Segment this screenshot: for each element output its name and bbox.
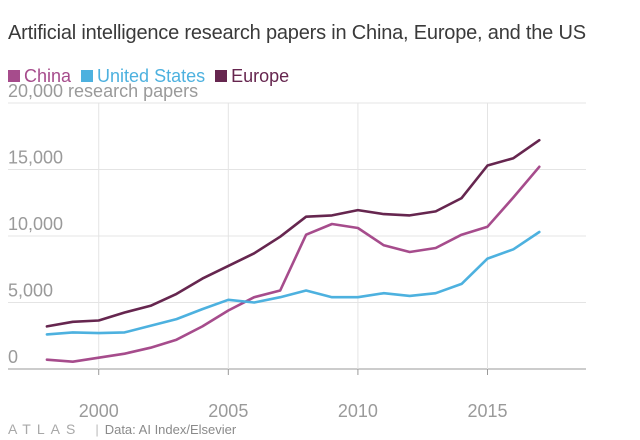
legend-label-europe: Europe bbox=[231, 66, 290, 86]
y-tick-label-5000: 5,000 bbox=[8, 281, 53, 301]
legend: China United States Europe bbox=[8, 66, 299, 86]
legend-item-china: China bbox=[8, 66, 71, 86]
atlas-logo: ATLAS bbox=[8, 421, 82, 437]
x-tick-label-2000: 2000 bbox=[79, 401, 119, 421]
x-tick-label-2015: 2015 bbox=[467, 401, 507, 421]
chart-title: Artificial intelligence research papers … bbox=[8, 22, 586, 44]
x-tick-label-2005: 2005 bbox=[208, 401, 248, 421]
legend-label-china: China bbox=[24, 66, 72, 86]
legend-swatch-united-states bbox=[81, 70, 94, 82]
series-line-europe bbox=[45, 138, 541, 328]
series-line-united-states bbox=[45, 230, 541, 336]
footer-separator: | bbox=[95, 421, 99, 437]
legend-item-europe: Europe bbox=[215, 66, 289, 86]
y-tick-label-0: 0 bbox=[8, 347, 18, 367]
legend-item-united-states: United States bbox=[81, 66, 205, 86]
source-credit: Data: AI Index/Elsevier bbox=[104, 421, 237, 437]
legend-label-united-states: United States bbox=[97, 66, 206, 86]
y-tick-label-10000: 10,000 bbox=[8, 214, 63, 234]
x-tick-label-2010: 2010 bbox=[338, 401, 378, 421]
y-axis-label: 20,000 research papers bbox=[8, 81, 198, 101]
series-line-china bbox=[45, 165, 541, 364]
footer: ATLAS | Data: AI Index/Elsevier bbox=[8, 421, 236, 437]
legend-swatch-china bbox=[8, 70, 20, 82]
y-tick-label-15000: 15,000 bbox=[8, 148, 63, 168]
legend-swatch-europe bbox=[215, 70, 228, 82]
